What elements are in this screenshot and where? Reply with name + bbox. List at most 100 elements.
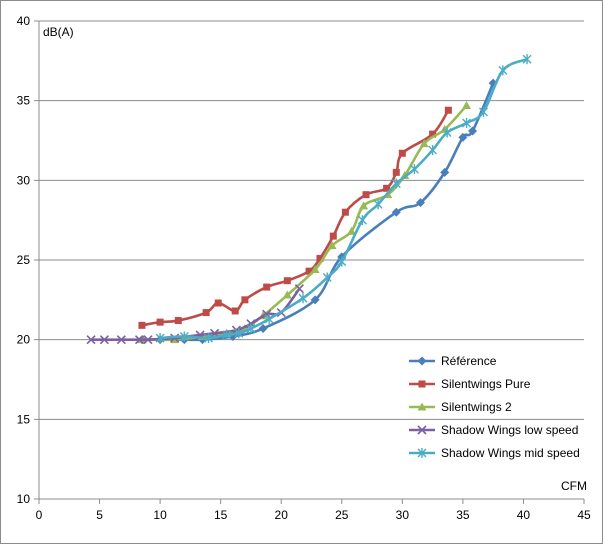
x-tick-labels: 0 5 10 15 20 25 30 35 40 45 [36,508,591,522]
data-point [116,335,126,345]
series-shadow-wings-low-speed [86,284,304,345]
data-point [282,290,292,299]
y-tick-label: 20 [17,333,31,347]
data-point [283,277,291,285]
legend-item: Référence [409,354,497,368]
data-point [417,402,427,411]
data-point [440,167,450,177]
data-point [417,425,427,435]
data-point [359,201,369,210]
data-point [458,132,468,142]
data-point [498,65,508,76]
data-point [383,184,391,192]
data-point [346,226,356,235]
x-tick-label: 5 [96,508,103,522]
data-point [391,178,401,189]
data-point [522,54,532,65]
y-tick-label: 15 [17,412,31,426]
data-point [156,318,164,326]
x-tick-label: 25 [335,508,349,522]
data-point [264,313,274,324]
data-point [462,117,472,128]
data-point [305,267,313,275]
legend-label: Shadow Wings low speed [441,423,578,437]
data-point [214,299,222,307]
y-tick-label: 30 [17,173,31,187]
y-axis-label: dB(A) [43,25,74,39]
data-point [337,256,347,267]
data-point [478,106,488,117]
data-point [86,335,96,345]
legend-label: Silentwings 2 [441,400,512,414]
y-tick-label: 10 [17,492,31,506]
data-point [138,321,146,329]
axes [34,20,585,504]
x-axis-label: CFM [561,479,587,493]
data-point [294,284,304,294]
data-point [417,448,427,458]
legend-label: Référence [441,354,497,368]
data-point [409,164,419,175]
data-point [99,335,109,345]
data-point [310,265,320,274]
data-point [155,333,165,344]
legend-item: Silentwings 2 [409,400,512,414]
data-point [204,333,214,344]
data-point [417,356,427,366]
data-point [316,254,324,262]
data-point [392,168,400,176]
data-point [231,307,239,315]
gridlines [39,20,584,420]
data-point [179,331,189,342]
data-point [444,106,452,114]
data-point [429,130,437,138]
data-point [373,199,383,210]
series-line [91,287,301,342]
data-point [391,207,401,217]
y-tick-label: 35 [17,94,31,108]
data-point [462,100,472,109]
x-tick-label: 45 [577,508,591,522]
data-point [241,296,249,304]
y-tick-label: 25 [17,253,31,267]
data-point [263,283,271,291]
x-tick-label: 30 [396,508,410,522]
y-tick-labels: 10 15 20 25 30 35 40 [17,14,31,506]
data-point [234,328,244,339]
data-point [143,335,153,345]
data-point [341,208,349,216]
data-point [419,139,429,148]
series-layer [86,54,532,345]
data-point [327,241,337,250]
series-silentwings-pure [138,106,452,329]
x-tick-label: 35 [456,508,470,522]
data-point [398,149,406,157]
data-point [416,198,425,208]
data-point [362,191,370,199]
data-point [418,380,426,388]
data-point [442,127,452,138]
data-point [222,329,232,340]
y-tick-label: 40 [17,14,31,28]
data-point [329,232,337,240]
x-tick-label: 15 [214,508,228,522]
data-point [202,309,210,317]
data-point [174,317,182,325]
series-shadow-wings-mid-speed [155,54,532,344]
data-point [322,272,332,283]
x-tick-label: 0 [36,508,43,522]
data-point [298,293,308,304]
data-point [246,323,256,334]
series-line [141,104,468,342]
legend-item: Silentwings Pure [409,377,531,391]
data-point [468,126,478,136]
data-point [428,145,438,156]
legend-item: Shadow Wings mid speed [409,446,580,460]
legend-item: Shadow Wings low speed [409,423,578,437]
legend-label: Shadow Wings mid speed [441,446,580,460]
data-point [134,335,145,345]
data-point [310,295,320,305]
x-tick-label: 20 [275,508,289,522]
